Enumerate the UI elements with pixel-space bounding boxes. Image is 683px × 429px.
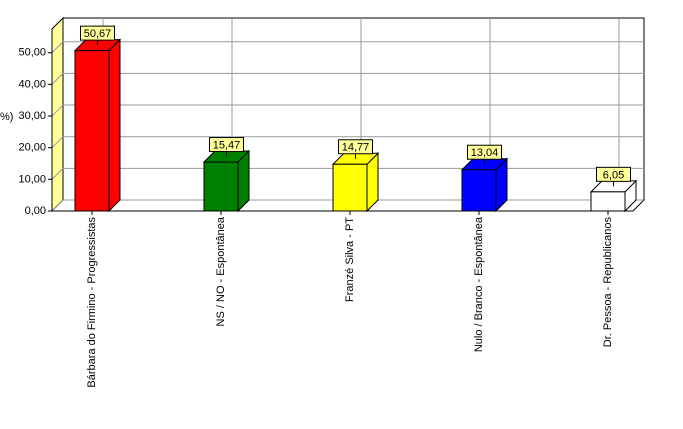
grid-line <box>51 136 64 149</box>
x-tick-label: Nulo / Branco - Espontânea <box>473 216 485 352</box>
bar <box>461 169 497 212</box>
value-label: 15,47 <box>213 139 241 151</box>
value-label-box <box>467 144 502 160</box>
value-label-box <box>338 139 373 155</box>
grid-line <box>51 104 64 117</box>
y-tick-label: 20,00 <box>18 142 46 154</box>
value-label: 14,77 <box>342 142 370 154</box>
y-tick-label: 0,00 <box>25 205 46 217</box>
x-tick-label: Bárbara do Firmino - Progressistas <box>86 217 98 388</box>
x-tick-label: Dr. Pessoa - Republicanos <box>602 217 614 348</box>
y-tick-label: 50,00 <box>18 47 46 59</box>
bar <box>332 163 368 212</box>
bar <box>590 191 626 212</box>
bar <box>74 50 110 212</box>
grid-line <box>51 73 64 85</box>
bar <box>203 161 239 212</box>
x-tick-label: Franzé Silva - PT <box>344 217 356 302</box>
y-tick-label: 30,00 <box>18 110 46 122</box>
grid-line <box>51 167 64 180</box>
value-label-box <box>80 25 115 41</box>
grid-line <box>51 199 64 212</box>
x-tick-label: NS / NO - Espontânea <box>215 216 227 326</box>
bar-side <box>108 38 121 213</box>
y-tick-label: 10,00 <box>18 173 46 185</box>
value-label: 50,67 <box>84 28 112 40</box>
value-label-box <box>596 166 631 182</box>
grid-line <box>51 41 64 54</box>
y-tick-label: 40,00 <box>18 78 46 90</box>
value-label: 13,04 <box>471 147 499 159</box>
value-label: 6,05 <box>603 169 624 181</box>
value-label-box <box>209 137 244 153</box>
y-axis-label: %) <box>0 111 13 123</box>
